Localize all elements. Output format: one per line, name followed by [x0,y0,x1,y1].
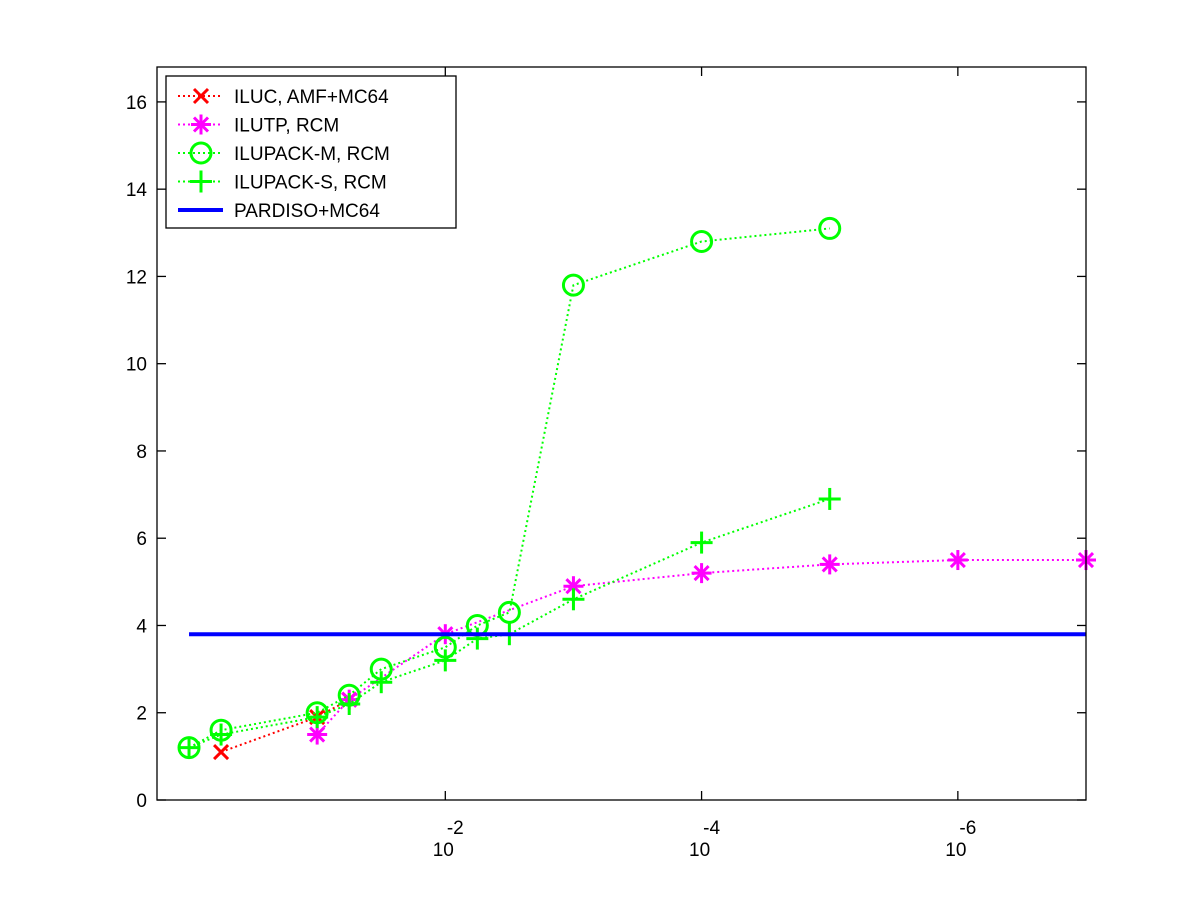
y-tick-label: 16 [126,93,147,114]
x-tick-base: 10 [689,840,710,861]
series-line-ilupack-m-rcm [188,227,830,749]
legend: ILUC, AMF+MC64 ILUTP, RCM ILUPACK-M, RCM IL… [165,75,457,229]
data-point-ilupack-s-rcm-1 [210,723,233,746]
x-tick-exponent: -2 [447,818,464,839]
legend-marker-ilupack-s-rcm [190,170,212,193]
y-tick-label: 6 [136,529,147,550]
data-point-ilupack-s-rcm-2 [306,706,329,729]
data-point-ilutp-rcm-0 [307,724,328,745]
x-tick-exponent: -6 [959,818,976,839]
legend-entry-pardiso-mc64: PARDISO+MC64 [178,201,380,222]
y-tick-label: 10 [126,355,147,376]
y-tick-label: 2 [136,704,147,725]
y-tick-label: 0 [136,791,147,812]
x-tick-base: 10 [433,840,454,861]
legend-label: ILUC, AMF+MC64 [234,87,389,108]
data-point-ilutp-rcm-5 [819,554,840,575]
y-tick-label: 8 [136,442,147,463]
y-tick-label: 12 [126,267,147,288]
data-point-ilupack-s-rcm-9 [690,531,713,554]
data-point-ilupack-m-rcm-10 [818,216,842,240]
x-tick-base: 10 [945,840,966,861]
y-tick-label: 14 [126,180,148,201]
data-point-ilupack-s-rcm-4 [370,671,393,694]
y-tick-label: 4 [136,616,147,637]
plot-frame [156,66,1087,801]
legend-entry-iluc-amf-mc64: ILUC, AMF+MC64 [178,87,389,108]
legend-entry-ilupack-m-rcm: ILUPACK-M, RCM [178,141,390,165]
legend-marker-ilutp-rcm [191,114,211,135]
data-point-ilupack-s-rcm-8 [562,588,585,611]
legend-entry-ilutp-rcm: ILUTP, RCM [178,114,339,137]
data-point-ilupack-m-rcm-8 [561,273,585,297]
legend-marker-iluc-amf-mc64 [192,87,210,105]
data-point-ilupack-s-rcm-10 [818,487,841,510]
series-line-ilutp-rcm [316,559,1086,736]
data-point-ilutp-rcm-3 [563,576,584,597]
data-point-ilutp-rcm-6 [947,550,968,571]
legend-marker-ilupack-m-rcm [189,141,213,165]
legend-label: ILUPACK-S, RCM [234,173,387,194]
data-point-ilupack-s-rcm-0 [178,736,201,759]
x-tick-exponent: -4 [703,818,720,839]
legend-entry-ilupack-s-rcm: ILUPACK-S, RCM [178,170,387,194]
legend-label: PARDISO+MC64 [234,201,380,222]
data-point-ilutp-rcm-4 [691,563,712,584]
legend-label: ILUTP, RCM [234,116,339,137]
data-point-ilupack-s-rcm-3 [338,693,361,716]
data-point-iluc-amf-mc64-0 [213,743,230,761]
data-point-ilupack-s-rcm-5 [434,649,457,672]
data-point-ilupack-m-rcm-9 [690,230,714,254]
data-point-ilupack-m-rcm-7 [497,600,521,624]
data-point-ilupack-s-rcm-6 [466,627,489,650]
legend-label: ILUPACK-M, RCM [234,144,390,165]
